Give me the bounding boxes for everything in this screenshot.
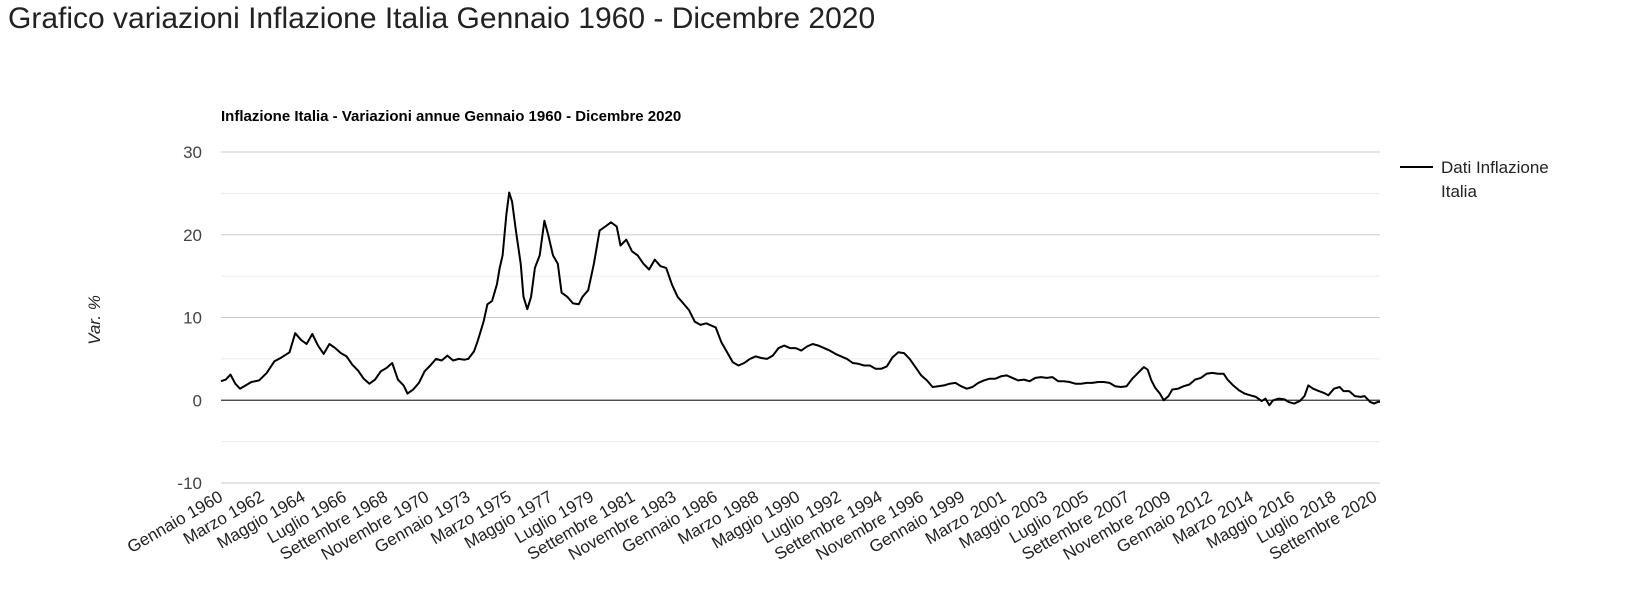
y-axis-ticks: 30 20 10 0 -10 — [177, 143, 202, 493]
y-tick-label: -10 — [177, 474, 202, 493]
chart-title: Inflazione Italia - Variazioni annue Gen… — [221, 108, 681, 125]
series-line-dati-inflazione-italia — [220, 191, 1380, 407]
y-tick-label: 10 — [183, 309, 202, 328]
legend: Dati Inflazione Italia — [1400, 158, 1549, 201]
y-tick-label: 20 — [183, 226, 202, 245]
y-axis-label: Var. % — [85, 295, 104, 345]
y-tick-label: 30 — [183, 143, 202, 162]
gridlines — [221, 151, 1380, 484]
y-tick-label: 0 — [193, 391, 202, 410]
page-title: Grafico variazioni Inflazione Italia Gen… — [8, 2, 876, 35]
legend-label: Dati Inflazione Italia — [1441, 158, 1549, 201]
